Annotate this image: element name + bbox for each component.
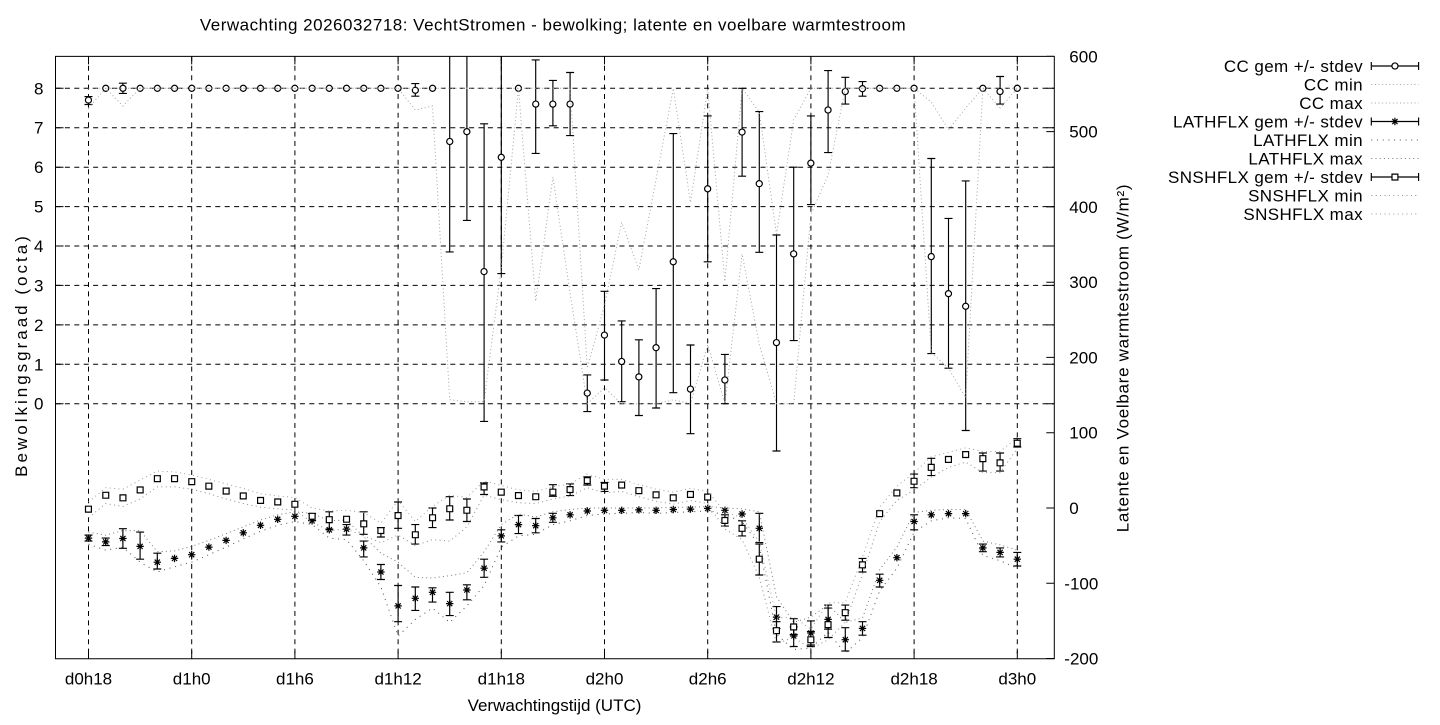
svg-text:CC max: CC max — [1299, 94, 1363, 113]
svg-text:Bewolkingsgraad (octa): Bewolkingsgraad (octa) — [12, 233, 31, 477]
svg-text:SNSHFLX gem +/- stdev: SNSHFLX gem +/- stdev — [1168, 168, 1363, 187]
svg-text:d1h6: d1h6 — [276, 670, 314, 689]
svg-text:d1h18: d1h18 — [478, 670, 525, 689]
svg-text:600: 600 — [1069, 47, 1097, 66]
svg-text:0: 0 — [34, 395, 43, 414]
svg-text:d0h18: d0h18 — [65, 670, 112, 689]
svg-text:d2h6: d2h6 — [689, 670, 727, 689]
svg-text:d2h0: d2h0 — [586, 670, 624, 689]
svg-text:d2h12: d2h12 — [787, 670, 834, 689]
svg-text:LATHFLX max: LATHFLX max — [1248, 150, 1363, 169]
svg-text:SNSHFLX min: SNSHFLX min — [1248, 187, 1363, 206]
svg-text:Latente en Voelbare warmtestro: Latente en Voelbare warmtestroom (W/m²) — [1114, 184, 1133, 533]
svg-text:d1h12: d1h12 — [374, 670, 421, 689]
svg-text:d3h0: d3h0 — [998, 670, 1036, 689]
svg-text:Verwachting 2026032718: VechtS: Verwachting 2026032718: VechtStromen - b… — [200, 16, 906, 35]
svg-text:200: 200 — [1069, 348, 1097, 367]
svg-text:CC gem +/- stdev: CC gem +/- stdev — [1224, 57, 1363, 76]
svg-text:4: 4 — [34, 237, 43, 256]
svg-text:-100: -100 — [1064, 574, 1098, 593]
svg-text:0: 0 — [1069, 499, 1078, 518]
svg-text:6: 6 — [34, 158, 43, 177]
svg-text:d1h0: d1h0 — [173, 670, 211, 689]
svg-text:100: 100 — [1069, 424, 1097, 443]
svg-text:3: 3 — [34, 276, 43, 295]
svg-text:7: 7 — [34, 119, 43, 138]
svg-text:SNSHFLX max: SNSHFLX max — [1243, 205, 1363, 224]
svg-text:2: 2 — [34, 316, 43, 335]
svg-text:d2h18: d2h18 — [890, 670, 937, 689]
svg-text:400: 400 — [1069, 198, 1097, 217]
svg-text:300: 300 — [1069, 273, 1097, 292]
svg-text:-200: -200 — [1064, 650, 1098, 669]
svg-text:Verwachtingstijd (UTC): Verwachtingstijd (UTC) — [468, 696, 642, 715]
svg-text:LATHFLX gem +/- stdev: LATHFLX gem +/- stdev — [1173, 113, 1363, 132]
svg-text:5: 5 — [34, 198, 43, 217]
svg-text:CC min: CC min — [1304, 76, 1363, 95]
svg-text:LATHFLX min: LATHFLX min — [1253, 131, 1363, 150]
svg-text:8: 8 — [34, 79, 43, 98]
svg-text:500: 500 — [1069, 123, 1097, 142]
svg-text:1: 1 — [34, 355, 43, 374]
